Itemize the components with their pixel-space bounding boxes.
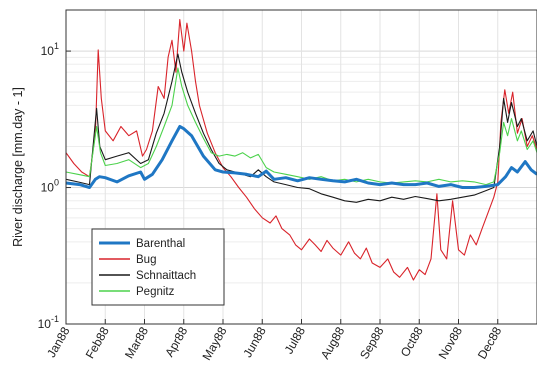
x-tick-label: Apr88 (162, 324, 190, 359)
series-line-pegnitz (65, 67, 537, 186)
x-tick-label: Jul88 (282, 324, 309, 356)
legend-label-pegnitz: Pegnitz (136, 286, 175, 298)
x-tick-label: Jun88 (240, 324, 269, 360)
x-axis: Jan88 Feb88 Mar88 Apr88 May88 Jun88 Jul88 Aug88… (44, 319, 505, 363)
x-tick-label: Aug88 (318, 324, 348, 361)
legend-label-bug: Bug (136, 254, 156, 266)
legend-items: Barenthal Bug Schnaittach Pegnitz (99, 238, 196, 298)
y-axis: 10-1 100 101 (38, 41, 71, 331)
x-tick-label: May88 (199, 324, 229, 362)
legend-label-schnaittach: Schnaittach (136, 270, 196, 282)
x-tick-label: Nov88 (436, 324, 466, 361)
legend-label-barenthal: Barenthal (136, 238, 185, 250)
y-tick-label: 101 (41, 41, 59, 58)
x-tick-label: Oct88 (398, 324, 426, 359)
series-layer (65, 19, 537, 281)
series-line-bug (65, 19, 537, 281)
y-tick-label: 100 (41, 178, 59, 195)
series-line-barenthal (65, 125, 537, 189)
y-tick-label: 10-1 (38, 314, 59, 331)
x-tick-label: Feb88 (83, 324, 112, 361)
x-tick-label: Mar88 (122, 324, 151, 361)
y-axis-label: River discharge [mm.day - 1] (11, 87, 25, 247)
x-tick-label: Sep88 (357, 324, 387, 361)
x-tick-label: Dec88 (475, 324, 505, 361)
legend: Barenthal Bug Schnaittach Pegnitz (91, 228, 225, 306)
series-line-schnaittach (65, 53, 537, 203)
